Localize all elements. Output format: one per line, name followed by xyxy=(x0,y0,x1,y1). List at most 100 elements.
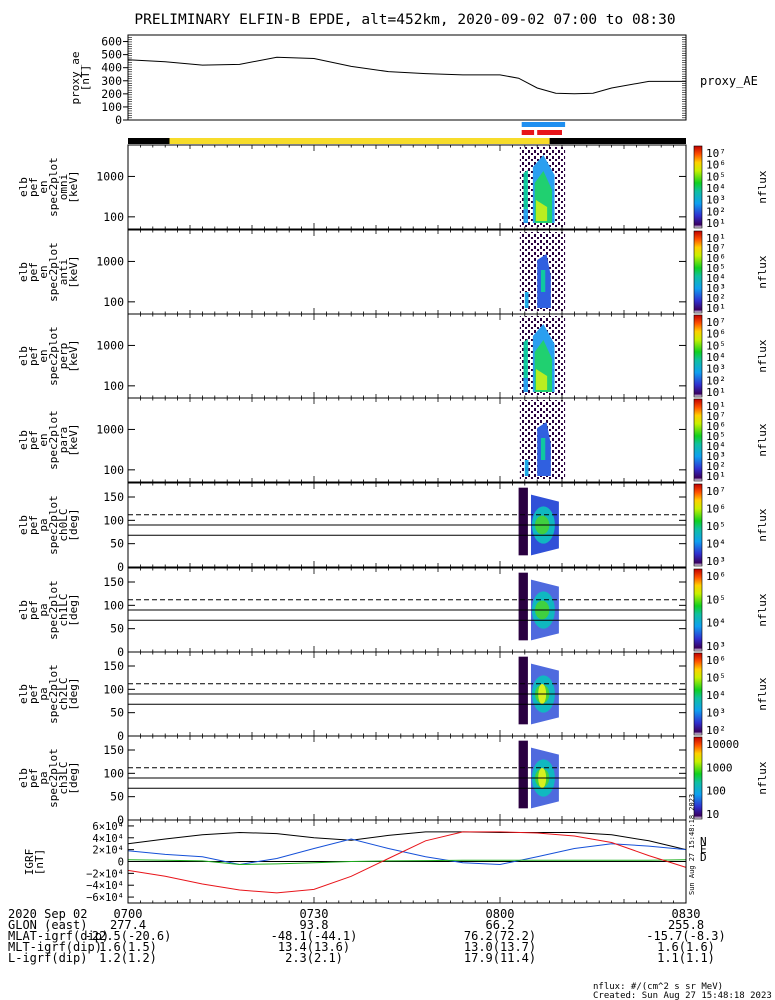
ch0LC-ylabel-1: pef xyxy=(27,515,40,535)
colorbar-label: 10⁶ xyxy=(706,570,726,583)
igrf-ylabel-1: [nT] xyxy=(33,849,46,876)
panel-igrf: 6×10⁴4×10⁴2×10⁴0−2×10⁴−4×10⁴−6×10⁴IGRF[n… xyxy=(23,794,707,904)
panel-frame xyxy=(127,313,687,399)
panel-frame xyxy=(127,482,687,568)
noise-pixels xyxy=(518,740,528,809)
ytick-label: −6×10⁴ xyxy=(86,892,124,904)
side-stamp: Sun Aug 27 15:48:18 2023 xyxy=(688,794,696,895)
legend-proxy-ae: proxy_AE xyxy=(700,74,758,88)
colorbar-label: 10³ xyxy=(706,555,726,568)
colorbar-title: nflux xyxy=(756,339,769,372)
ytick-label: 0 xyxy=(117,560,124,574)
colorbar-label: 10² xyxy=(706,460,726,473)
igrf-series-green xyxy=(127,859,687,866)
ephemeris-value: 13.4(13.6) xyxy=(278,940,350,954)
flux-patch xyxy=(535,200,548,221)
panel-frame xyxy=(127,229,687,315)
omni-ylabel-3: spec2plot xyxy=(47,157,60,217)
mode-segment xyxy=(169,138,550,144)
ytick-label: 150 xyxy=(103,575,124,589)
para-ylabel-4: para xyxy=(57,427,70,454)
colorbar-label: 10⁴ xyxy=(706,689,726,702)
colorbar-label: 10³ xyxy=(706,363,726,376)
ytick-label: 0 xyxy=(117,645,124,659)
colorbar-label: 10⁴ xyxy=(706,182,726,195)
colorbar-label: 10⁵ xyxy=(706,672,726,685)
ephemeris-value: 277.4 xyxy=(110,918,146,932)
colorbar-label: 10¹ xyxy=(706,400,726,413)
ephemeris-value: 1.6(1.5) xyxy=(99,940,157,954)
ephemeris-value: -48.1(-44.1) xyxy=(271,929,358,943)
ch0LC-ylabel-3: spec2plot xyxy=(47,495,60,555)
para-ylabel-2: en xyxy=(37,433,50,446)
ytick-label: 1000 xyxy=(96,422,124,436)
colorbar-label: 10³ xyxy=(706,640,726,653)
ytick-label: 600 xyxy=(101,35,122,49)
ch0LC-ylabel-5: [deg] xyxy=(67,508,80,541)
colorbar-label: 10⁶ xyxy=(706,252,726,265)
colorbar xyxy=(693,568,703,652)
colorbar-title: nflux xyxy=(756,255,769,288)
ch1LC-ylabel-1: pef xyxy=(27,600,40,620)
ytick-label: 0 xyxy=(115,113,122,127)
ch1LC-ylabel-4: ch1LC xyxy=(57,593,70,626)
colorbar-label: 10⁶ xyxy=(706,159,726,172)
flux-patch xyxy=(535,369,548,390)
ytick-label: 50 xyxy=(110,537,124,551)
colorbar-label: 10³ xyxy=(706,194,726,207)
perp-ylabel-3: spec2plot xyxy=(47,326,60,386)
ytick-label: 100 xyxy=(101,100,122,114)
ephemeris-value: 93.8 xyxy=(300,918,329,932)
colorbar-label: 10¹ xyxy=(706,302,726,315)
panel-omni: 1001000elbpefenspec2plotomni[keV]10⁷10⁶1… xyxy=(17,144,769,230)
ch3LC-ylabel-0: elb xyxy=(17,768,30,788)
perp-ylabel-5: [keV] xyxy=(67,339,80,372)
anti-ylabel-0: elb xyxy=(17,262,30,282)
perp-ylabel-4: perp xyxy=(57,343,70,370)
colorbar-label: 10³ xyxy=(706,450,726,463)
ch3LC-ylabel-5: [deg] xyxy=(67,761,80,794)
colorbar xyxy=(693,483,703,567)
ytick-label: 100 xyxy=(103,513,124,527)
ytick-label: 150 xyxy=(103,659,124,673)
page-title: PRELIMINARY ELFIN-B EPDE, alt=452km, 202… xyxy=(134,12,675,28)
colorbar-label: 10⁴ xyxy=(706,351,726,364)
ytick-label: 200 xyxy=(101,87,122,101)
ephemeris-value: 255.8 xyxy=(668,918,704,932)
units-note: nflux: #/(cm^2 s sr MeV) xyxy=(593,982,723,992)
omni-ylabel-4: omni xyxy=(57,174,70,201)
colorbar-title: nflux xyxy=(756,677,769,710)
ytick-label: 0 xyxy=(118,857,124,869)
ch2LC-ylabel-0: elb xyxy=(17,684,30,704)
para-ylabel-1: pef xyxy=(27,430,40,450)
science-zone-marker xyxy=(521,130,535,135)
ch3LC-ylabel-3: spec2plot xyxy=(47,748,60,808)
ch2LC-ylabel-3: spec2plot xyxy=(47,664,60,724)
ephemeris-value: 0800 xyxy=(486,907,515,921)
ytick-label: −4×10⁴ xyxy=(86,880,124,892)
ytick-label: 50 xyxy=(110,790,124,804)
science-zone-marker xyxy=(521,122,566,127)
anti-ylabel-3: spec2plot xyxy=(47,242,60,302)
ch1LC-ylabel-2: pa xyxy=(37,603,50,616)
colorbar-label: 10⁶ xyxy=(706,420,726,433)
colorbar xyxy=(693,230,703,314)
anti-ylabel-1: pef xyxy=(27,262,40,282)
omni-ylabel-0: elb xyxy=(17,177,30,197)
colorbar xyxy=(693,652,703,736)
ytick-label: 50 xyxy=(110,622,124,636)
panel-perp: 1001000elbpefenspec2plotperp[keV]10⁷10⁶1… xyxy=(17,313,769,399)
igrf-series-black xyxy=(127,831,687,851)
colorbar-label: 100 xyxy=(706,785,726,798)
panel-frame xyxy=(127,34,687,121)
ytick-label: 6×10⁴ xyxy=(92,821,124,833)
science-zone-marker xyxy=(537,130,562,135)
flux-patch xyxy=(524,292,529,308)
ytick-label: 100 xyxy=(103,379,124,393)
ytick-label: 50 xyxy=(110,706,124,720)
colorbar-label: 10⁵ xyxy=(706,262,726,275)
colorbar xyxy=(693,736,703,820)
panel-frame xyxy=(127,397,687,483)
